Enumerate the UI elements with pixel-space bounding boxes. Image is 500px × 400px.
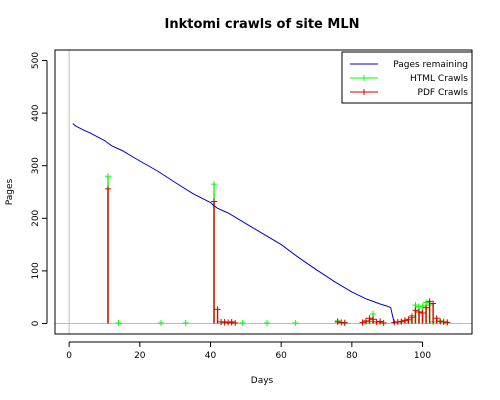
crawl-point-marker [232,319,239,326]
crawl-point-marker [228,318,235,325]
crawl-point-marker [444,319,451,326]
crawl-point-marker [105,185,112,192]
pages-remaining-line [72,123,395,324]
crawl-point-marker [158,319,165,326]
x-tick-label: 0 [66,351,72,361]
crawl-point-marker [264,319,271,326]
legend-label: HTML Crawls [410,74,468,84]
crawl-point-marker [419,303,426,310]
series-layer [72,123,451,326]
crawl-point-marker [239,319,246,326]
crawl-point-marker [377,318,384,325]
crawl-point-marker [412,307,419,314]
crawl-point-marker [423,304,430,311]
y-tick-label: 500 [31,52,41,69]
crawl-point-marker [370,311,377,318]
y-tick-label: 200 [31,209,41,226]
legend-item: Pages remaining [350,60,468,70]
crawl-point-marker [115,319,122,326]
crawl-point-marker [182,319,189,326]
crawl-point-marker [415,303,422,310]
x-tick-label: 20 [134,351,146,361]
crawl-point-marker [362,317,369,324]
y-tick-label: 100 [31,262,41,279]
crawl-point-marker [359,319,366,326]
crawl-point-marker [419,309,426,316]
crawl-point-marker [430,300,437,307]
series-pages-remaining [72,123,395,324]
crawl-point-marker [366,315,373,322]
x-tick-label: 40 [205,351,217,361]
x-tick-label: 60 [275,351,287,361]
crawl-point-marker [394,318,401,325]
legend: Pages remaining HTML Crawls PDF Crawls [341,51,473,104]
legend-marker [361,89,367,95]
x-axis-title: Days [251,376,274,386]
axes: 0 20 40 60 80 100 0 100 200 300 400 500 [31,52,431,361]
x-tick-label: 80 [346,351,358,361]
y-tick-label: 400 [31,104,41,121]
crawl-point-marker [211,198,218,205]
crawl-point-marker [292,319,299,326]
crawl-point-marker [341,319,348,326]
x-tick-label: 100 [414,351,431,361]
crawl-point-marker [401,317,408,324]
legend-label: Pages remaining [393,60,468,70]
crawl-point-marker [221,318,228,325]
reference-lines [55,50,472,334]
legend-marker [361,75,367,81]
legend-item: HTML Crawls [350,74,468,84]
crawl-point-marker [334,318,341,325]
crawl-point-marker [440,318,447,325]
y-tick-label: 0 [31,320,41,326]
crawl-point-marker [373,318,380,325]
crawl-point-marker [105,173,112,180]
crawl-point-marker [412,302,419,309]
crawl-point-marker [370,316,377,323]
crawl-point-marker [405,316,412,323]
crawl-point-marker [408,314,415,321]
y-tick-label: 300 [31,157,41,174]
y-axis-title: Pages [5,178,15,205]
crawl-point-marker [380,319,387,326]
legend-item: PDF Crawls [350,88,468,98]
chart-title: Inktomi crawls of site MLN [165,17,360,32]
crawl-point-marker [211,181,218,188]
series-pdf-crawls [105,185,451,326]
crawl-point-marker [423,299,430,306]
crawl-point-marker [214,306,221,313]
crawl-point-marker [225,319,232,326]
legend-label: PDF Crawls [418,88,469,98]
crawl-point-marker [437,318,444,325]
crawl-point-marker [398,318,405,325]
crawl-point-marker [433,315,440,322]
crawl-point-marker [426,298,433,305]
crawl-point-marker [338,319,345,326]
plot-frame [54,49,473,335]
crawl-point-marker [415,308,422,315]
